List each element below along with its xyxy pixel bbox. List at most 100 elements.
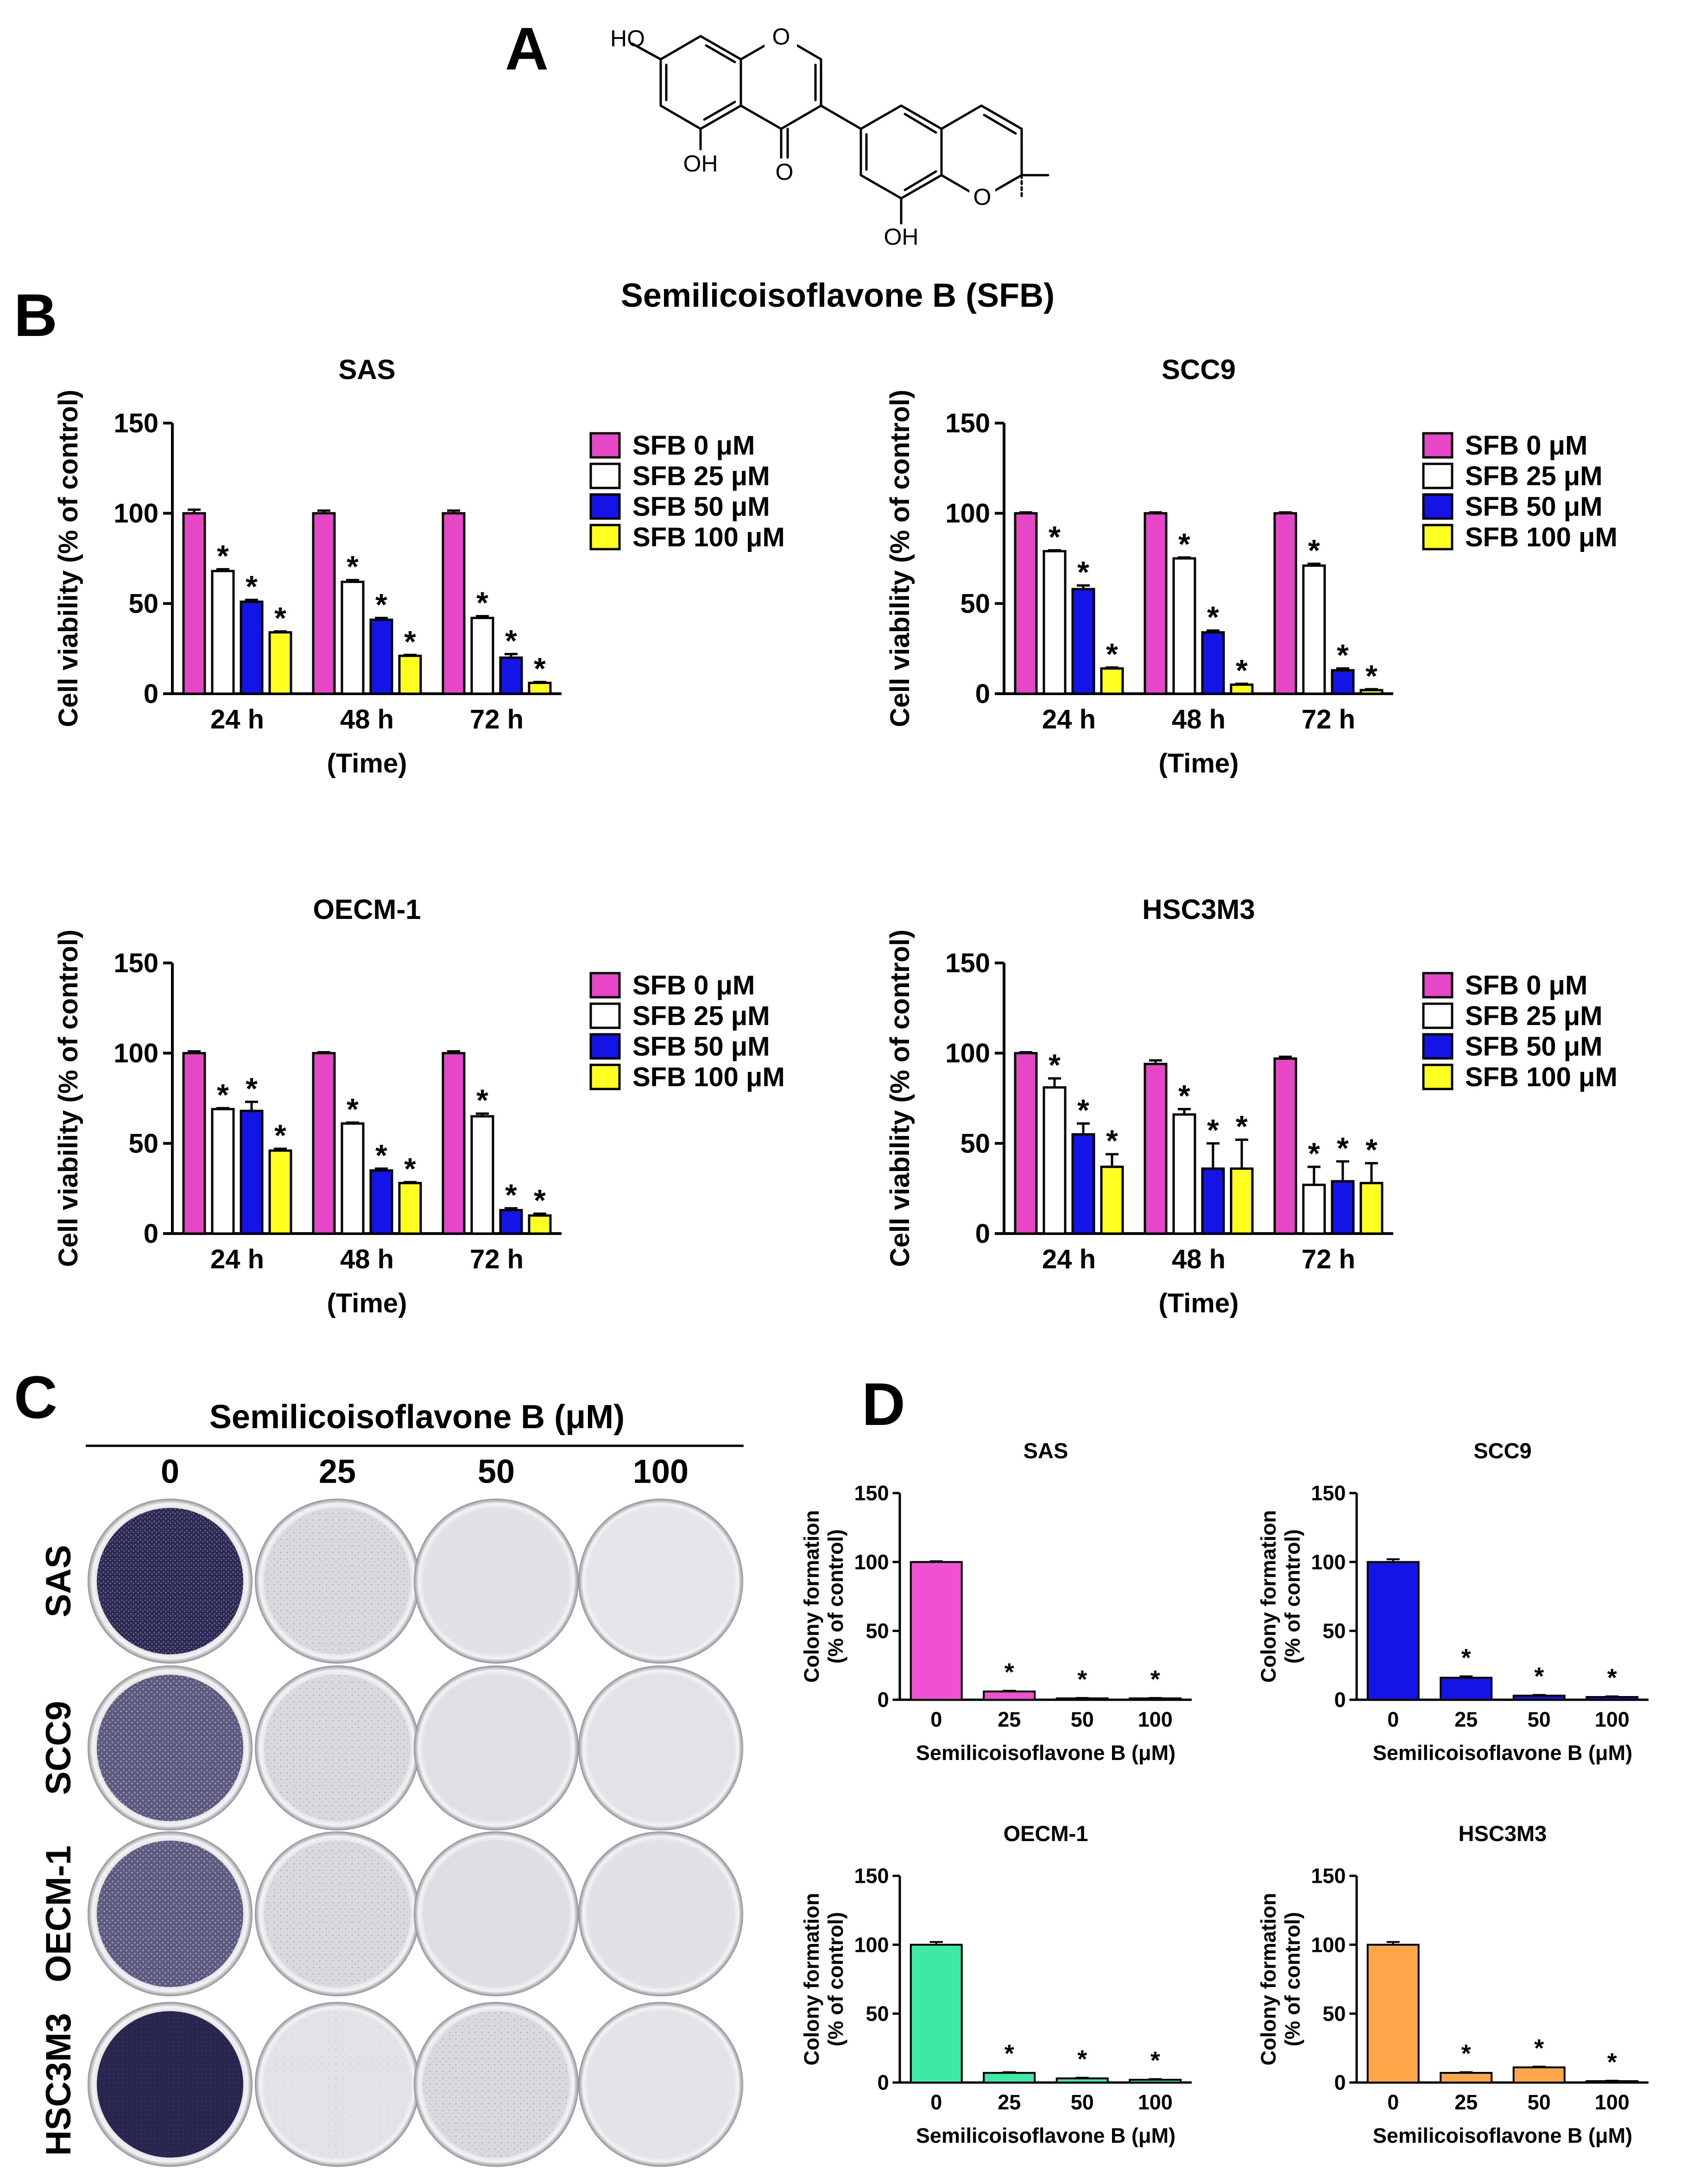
legend-swatch-sfb-25-m bbox=[1422, 462, 1453, 489]
bar-sfb-25-m-48-h bbox=[341, 581, 365, 695]
chart-d-oecm1: OECM-1 0 50 100 150 Colony formation(% of con… bbox=[800, 1821, 1192, 2147]
plates-row-label-scc9: SCC9 bbox=[39, 1701, 78, 1795]
significance-marker: * bbox=[1365, 658, 1377, 693]
significance-marker: * bbox=[505, 1177, 517, 1212]
chart-title: SAS bbox=[1024, 1438, 1068, 1463]
plate-scc9-0 bbox=[88, 1665, 253, 1830]
legend-swatch-sfb-25-m bbox=[589, 1002, 621, 1029]
bar-sfb-100-m-72-h bbox=[528, 682, 552, 695]
plate-hsc3m3-50 bbox=[414, 2002, 579, 2167]
bar-sfb-100-m-48-h bbox=[1230, 684, 1254, 695]
significance-marker: * bbox=[1308, 1136, 1320, 1171]
significance-marker: * bbox=[375, 587, 387, 621]
bar-sfb-25-m-24-h bbox=[211, 1108, 235, 1235]
bar-sfb-100-m-24-h bbox=[268, 631, 292, 695]
bar-dose-50 bbox=[1055, 2077, 1109, 2084]
y-axis-label: Colony formation(% of control) bbox=[1257, 1893, 1304, 2065]
legend-swatch-sfb-100-m bbox=[589, 524, 621, 551]
y-tick-label: 150 bbox=[854, 1864, 889, 1888]
panel-label-c: C bbox=[14, 1363, 57, 1431]
bar-sfb-100-m-48-h bbox=[1230, 1167, 1254, 1235]
bar-sfb-100-m-48-h bbox=[398, 1182, 422, 1235]
y-axis-label-line: (% of control) bbox=[1281, 1529, 1304, 1664]
plate-sas-50 bbox=[414, 1499, 579, 1664]
panel-label-b: B bbox=[14, 281, 57, 349]
bar-sfb-100-m-72-h bbox=[528, 1214, 552, 1235]
y-tick-label: 0 bbox=[878, 2071, 889, 2095]
legend-swatch-sfb-50-m bbox=[589, 1033, 621, 1060]
y-tick-label: 0 bbox=[975, 679, 990, 709]
bar-dose-100 bbox=[1586, 1696, 1639, 1701]
x-tick-label: 24 h bbox=[1042, 704, 1096, 734]
bar-sfb-0-m-48-h bbox=[1144, 512, 1168, 695]
plate-sas-0 bbox=[88, 1499, 253, 1664]
x-axis-label: Semilicoisoflavone B (μM) bbox=[1373, 2124, 1632, 2147]
significance-marker: * bbox=[1077, 555, 1089, 589]
significance-marker: * bbox=[1005, 2040, 1014, 2068]
legend-label: SFB 0 μM bbox=[1465, 430, 1587, 461]
x-tick-label: 50 bbox=[1071, 2090, 1094, 2114]
legend-swatch-sfb-50-m bbox=[1422, 493, 1453, 520]
significance-marker: * bbox=[1236, 653, 1248, 688]
y-tick-label: 50 bbox=[960, 589, 990, 619]
plates-dose-25: 25 bbox=[319, 1453, 356, 1490]
significance-marker: * bbox=[1077, 1665, 1087, 1693]
y-tick-label: 150 bbox=[1311, 1481, 1346, 1505]
plate-hsc3m3-25 bbox=[255, 2002, 420, 2167]
plates-dose-0: 0 bbox=[161, 1453, 179, 1490]
chart-title: SCC9 bbox=[1473, 1438, 1531, 1463]
y-tick-label: 50 bbox=[1323, 1619, 1346, 1643]
significance-marker: * bbox=[1106, 1124, 1118, 1158]
y-tick-label: 0 bbox=[144, 679, 158, 709]
bar-dose-100 bbox=[1129, 1697, 1182, 1701]
chart-b-oecm1: OECM-1 0 50 100 150 Cell viability (% of cont… bbox=[53, 894, 785, 1318]
bar-dose-25 bbox=[983, 2072, 1036, 2083]
chemical-structure: HO O OH O O OH bbox=[610, 24, 1049, 250]
bar-sfb-0-m-48-h bbox=[1144, 1063, 1168, 1235]
y-axis-label-line: (% of control) bbox=[824, 1912, 847, 2046]
atom-oh-5: OH bbox=[683, 151, 718, 177]
y-tick-label: 100 bbox=[114, 499, 158, 529]
significance-marker: * bbox=[1005, 1659, 1014, 1686]
chart-b-sas: SAS 0 50 100 150 Cell viability (% of control… bbox=[53, 354, 785, 779]
bar-sfb-50-m-72-h bbox=[499, 656, 523, 695]
significance-marker: * bbox=[1207, 1113, 1219, 1147]
bar-dose-50 bbox=[1055, 1697, 1109, 1701]
bar-sfb-100-m-48-h bbox=[398, 654, 422, 695]
legend-swatch-sfb-0-m bbox=[589, 972, 621, 999]
y-axis-label-line: Cell viability (% of control) bbox=[53, 390, 83, 727]
atom-o-pyran: O bbox=[973, 184, 992, 210]
x-axis-label: (Time) bbox=[327, 748, 407, 779]
significance-marker: * bbox=[1534, 1663, 1544, 1690]
bar-dose-25 bbox=[983, 1690, 1036, 1701]
y-tick-label: 0 bbox=[975, 1219, 990, 1249]
bar-sfb-25-m-72-h bbox=[1302, 1184, 1326, 1235]
y-tick-label: 150 bbox=[854, 1481, 889, 1505]
bar-sfb-25-m-48-h bbox=[341, 1122, 365, 1235]
plates-row-label-hsc3m3: HSC3M3 bbox=[39, 2013, 78, 2156]
y-tick-label: 50 bbox=[128, 589, 158, 619]
atom-ho-top: HO bbox=[610, 25, 645, 51]
bar-sfb-0-m-24-h bbox=[1014, 512, 1038, 695]
x-tick-label: 72 h bbox=[1302, 704, 1355, 734]
plate-oecm1-25 bbox=[255, 1831, 420, 1996]
significance-marker: * bbox=[274, 1118, 286, 1152]
bar-sfb-0-m-24-h bbox=[182, 512, 206, 695]
bar-sfb-50-m-24-h bbox=[1071, 588, 1095, 695]
bar-sfb-0-m-72-h bbox=[442, 1052, 466, 1235]
y-tick-label: 50 bbox=[866, 2002, 889, 2026]
significance-marker: * bbox=[217, 538, 229, 573]
significance-marker: * bbox=[1106, 637, 1118, 671]
y-axis-label: Cell viability (% of control) bbox=[53, 930, 83, 1267]
bar-dose-25 bbox=[1440, 1677, 1493, 1701]
x-tick-label: 25 bbox=[998, 2090, 1021, 2114]
x-tick-label: 0 bbox=[1387, 2090, 1399, 2114]
chart-d-scc9: SCC9 0 50 100 150 Colony formation(% of contr… bbox=[1257, 1438, 1649, 1765]
bar-dose-100 bbox=[1586, 2080, 1639, 2084]
legend-label: SFB 25 μM bbox=[632, 1001, 770, 1031]
bar-sfb-25-m-24-h bbox=[211, 570, 235, 695]
legend-swatch-sfb-50-m bbox=[1422, 1033, 1453, 1060]
bar-sfb-50-m-72-h bbox=[1331, 1180, 1355, 1235]
significance-marker: * bbox=[274, 601, 286, 635]
legend-label: SFB 0 μM bbox=[1465, 970, 1587, 1000]
